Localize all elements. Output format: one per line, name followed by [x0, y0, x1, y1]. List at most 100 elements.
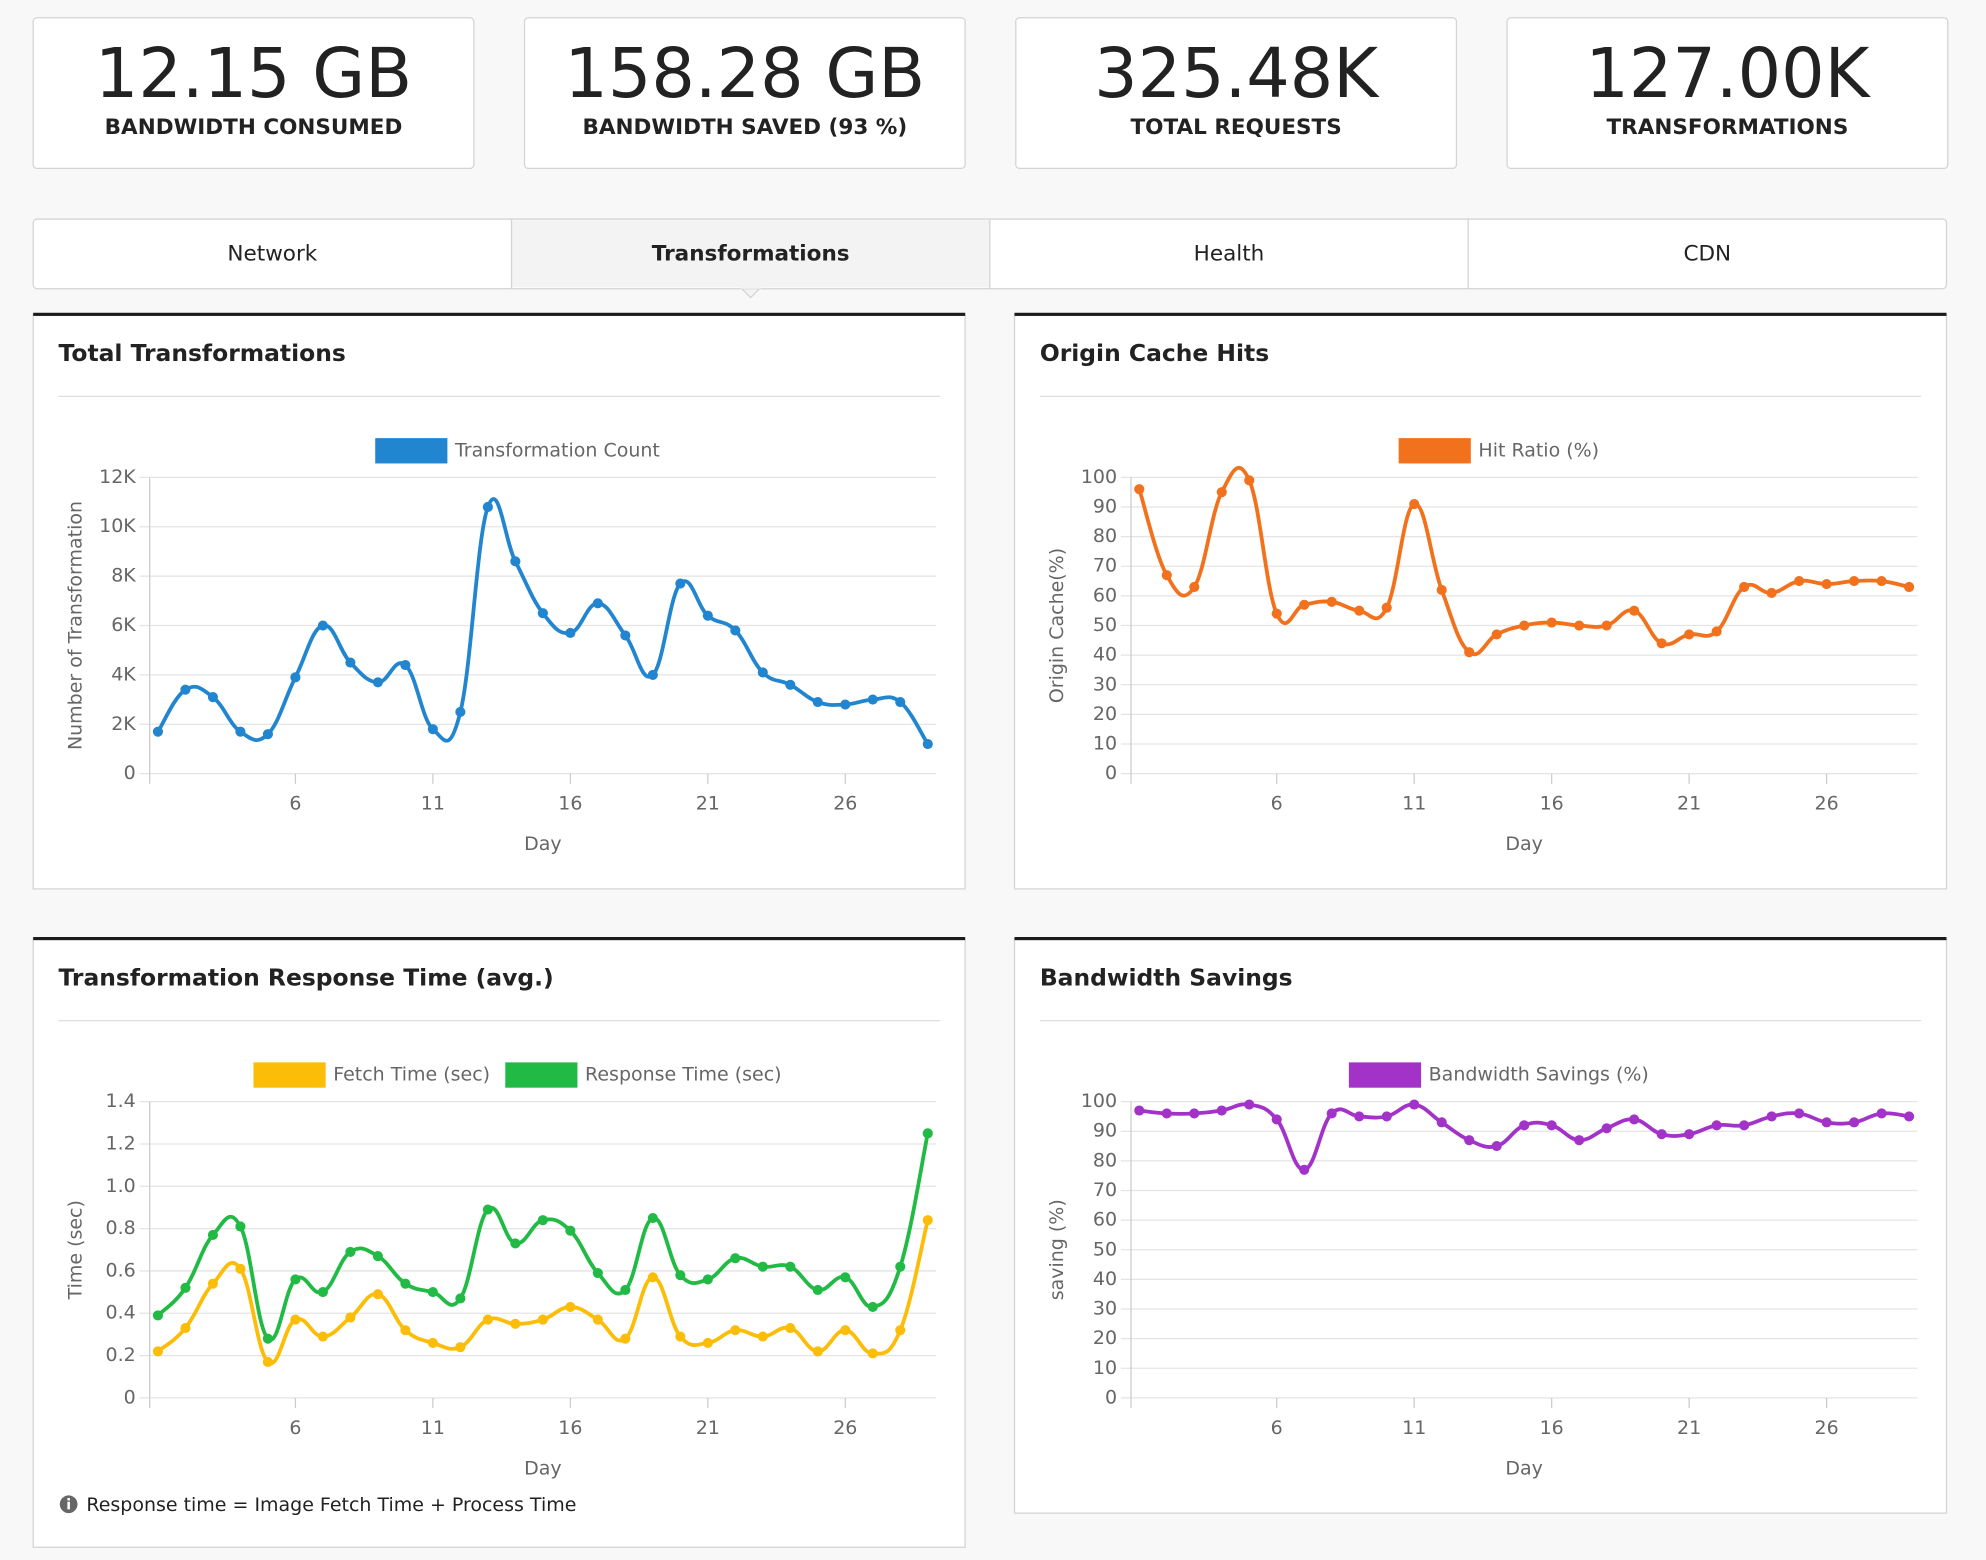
data-point	[1436, 1117, 1447, 1128]
data-point	[1546, 617, 1557, 628]
data-point	[537, 1215, 548, 1226]
y-tick-label: 20	[1093, 1327, 1117, 1349]
data-point	[1244, 475, 1255, 486]
data-point	[455, 706, 466, 718]
y-tick-label: 4K	[111, 663, 136, 685]
data-point	[702, 610, 713, 621]
data-point	[235, 1221, 246, 1232]
tab[interactable]: Network	[227, 242, 317, 267]
data-point	[1821, 578, 1832, 590]
data-point	[1766, 1111, 1777, 1122]
y-tick-label: 1.0	[106, 1175, 136, 1197]
data-point	[180, 1282, 191, 1293]
data-point	[1629, 605, 1640, 616]
data-point	[207, 1229, 218, 1241]
data-point	[730, 1253, 741, 1264]
data-point	[1601, 620, 1612, 631]
data-point	[1519, 620, 1530, 631]
stat-value: 325.48K	[1094, 35, 1380, 114]
data-point	[290, 1314, 301, 1325]
data-point	[537, 608, 548, 619]
y-tick-label: 40	[1093, 644, 1117, 666]
data-point	[1244, 1099, 1255, 1110]
data-point	[317, 1331, 328, 1342]
data-point	[702, 1337, 713, 1348]
tab[interactable]: Transformations	[652, 242, 850, 267]
data-point	[372, 677, 383, 688]
y-tick-label: 10	[1093, 1357, 1117, 1379]
data-point	[455, 1342, 466, 1353]
panel-top-border	[1014, 312, 1947, 316]
y-axis-title: Origin Cache(%)	[1046, 548, 1068, 703]
data-point	[372, 1251, 383, 1262]
y-tick-label: 1.4	[106, 1090, 136, 1112]
x-axis-title: Day	[524, 1457, 562, 1479]
legend-swatch	[505, 1062, 578, 1088]
panel	[32, 937, 966, 1548]
data-point	[1684, 1129, 1695, 1140]
data-point	[1216, 487, 1227, 498]
data-point	[867, 1301, 878, 1312]
data-point	[1436, 584, 1447, 596]
y-tick-label: 6K	[111, 614, 136, 636]
x-tick-label: 21	[696, 793, 720, 815]
data-point	[262, 1333, 273, 1344]
data-point	[730, 625, 741, 636]
data-point	[1711, 626, 1722, 637]
x-tick-label: 6	[1271, 1417, 1283, 1439]
data-point	[400, 1278, 411, 1289]
data-point	[812, 1346, 823, 1357]
y-axis-title: Number of Transformation	[65, 501, 87, 750]
data-point	[1271, 1114, 1282, 1125]
data-point	[895, 696, 906, 708]
x-tick-label: 11	[1402, 793, 1426, 815]
data-point	[1189, 581, 1200, 593]
data-point	[565, 1301, 576, 1312]
data-point	[675, 1270, 686, 1281]
stat-label: TOTAL REQUESTS	[1131, 115, 1342, 140]
data-point	[620, 630, 631, 641]
data-point	[922, 1215, 933, 1226]
y-tick-label: 0	[124, 762, 136, 784]
data-point	[510, 1238, 521, 1249]
data-point	[1326, 596, 1337, 607]
y-tick-label: 30	[1093, 673, 1117, 695]
stat-label: TRANSFORMATIONS	[1607, 115, 1849, 140]
y-tick-label: 1.2	[106, 1132, 136, 1154]
data-point	[1739, 1120, 1750, 1131]
data-point	[1134, 484, 1145, 495]
data-point	[317, 1287, 328, 1298]
panel-top-border	[1014, 937, 1947, 941]
data-point	[840, 1325, 851, 1336]
data-point	[922, 738, 933, 750]
data-point	[592, 1314, 603, 1325]
tab[interactable]: Health	[1194, 242, 1265, 267]
x-axis-title: Day	[1505, 833, 1542, 855]
stat-card	[32, 17, 475, 170]
data-point	[180, 684, 191, 695]
legend-label: Response Time (sec)	[585, 1064, 782, 1086]
data-point	[1739, 581, 1750, 593]
y-tick-label: 0	[1105, 1386, 1117, 1408]
x-axis-title: Day	[1505, 1457, 1542, 1479]
data-point	[620, 1284, 631, 1296]
tab[interactable]: CDN	[1683, 242, 1731, 267]
x-tick-label: 6	[1271, 793, 1283, 815]
panel-top-border	[33, 937, 966, 941]
y-tick-label: 80	[1093, 525, 1117, 547]
panel	[1013, 313, 1948, 890]
y-tick-label: 12K	[99, 466, 136, 488]
data-point	[400, 1325, 411, 1336]
stat-label: BANDWIDTH SAVED (93 %)	[582, 115, 907, 140]
y-tick-label: 50	[1093, 614, 1117, 636]
data-point	[482, 1314, 493, 1325]
data-point	[510, 1318, 521, 1329]
data-point	[372, 1289, 383, 1300]
x-tick-label: 16	[1540, 793, 1564, 815]
data-point	[1794, 576, 1805, 587]
legend-label: Transformation Count	[454, 439, 660, 461]
data-point	[757, 667, 768, 678]
data-point	[785, 1323, 796, 1334]
panel-top-border	[33, 312, 966, 316]
